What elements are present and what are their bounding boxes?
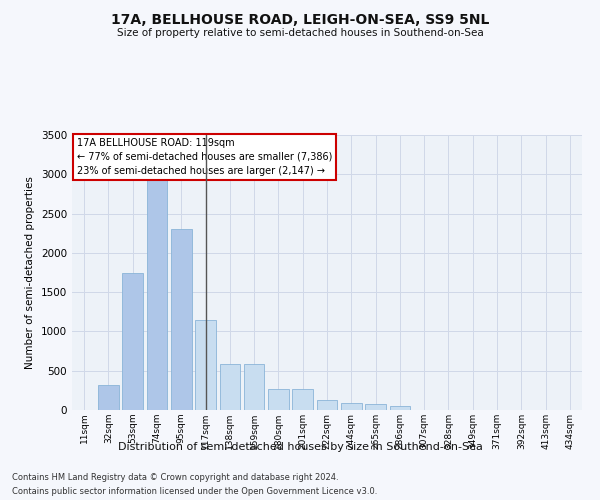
- Text: Distribution of semi-detached houses by size in Southend-on-Sea: Distribution of semi-detached houses by …: [118, 442, 482, 452]
- Bar: [122, 272, 143, 410]
- Bar: [317, 400, 337, 410]
- Y-axis label: Number of semi-detached properties: Number of semi-detached properties: [25, 176, 35, 369]
- Bar: [146, 174, 167, 410]
- Bar: [220, 364, 240, 410]
- Bar: [171, 230, 191, 410]
- Text: 17A BELLHOUSE ROAD: 119sqm
← 77% of semi-detached houses are smaller (7,386)
23%: 17A BELLHOUSE ROAD: 119sqm ← 77% of semi…: [77, 138, 332, 176]
- Text: Size of property relative to semi-detached houses in Southend-on-Sea: Size of property relative to semi-detach…: [116, 28, 484, 38]
- Bar: [268, 389, 289, 410]
- Bar: [195, 320, 216, 410]
- Bar: [389, 406, 410, 410]
- Bar: [292, 389, 313, 410]
- Bar: [341, 404, 362, 410]
- Bar: [244, 364, 265, 410]
- Text: Contains HM Land Registry data © Crown copyright and database right 2024.: Contains HM Land Registry data © Crown c…: [12, 472, 338, 482]
- Text: 17A, BELLHOUSE ROAD, LEIGH-ON-SEA, SS9 5NL: 17A, BELLHOUSE ROAD, LEIGH-ON-SEA, SS9 5…: [111, 12, 489, 26]
- Text: Contains public sector information licensed under the Open Government Licence v3: Contains public sector information licen…: [12, 488, 377, 496]
- Bar: [98, 385, 119, 410]
- Bar: [365, 404, 386, 410]
